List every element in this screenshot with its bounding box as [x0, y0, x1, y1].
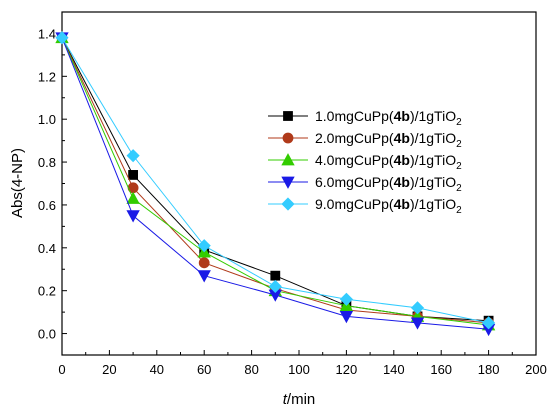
x-tick-label: 120 — [336, 362, 358, 377]
legend-label-prefix: 1.0mgCuPp( — [315, 108, 394, 124]
data-point — [482, 316, 496, 330]
legend-label: 6.0mgCuPp(4b)/1gTiO2 — [315, 174, 462, 194]
data-point — [197, 270, 211, 283]
legend-label-middle: )/1gTiO — [410, 152, 456, 168]
y-tick-label: 0.6 — [38, 198, 56, 213]
x-tick-label: 40 — [150, 362, 164, 377]
data-point — [198, 257, 210, 269]
series-4 — [55, 32, 496, 337]
y-tick-label: 1.2 — [38, 69, 56, 84]
x-axis-title-unit: /min — [287, 391, 315, 408]
x-tick-label: 180 — [478, 362, 500, 377]
data-point — [410, 317, 425, 330]
legend-entry: 9.0mgCuPp(4b)/1gTiO2 — [268, 196, 462, 216]
legend-entry: 6.0mgCuPp(4b)/1gTiO2 — [268, 174, 462, 194]
legend-marker — [281, 153, 295, 166]
y-tick-label: 1.4 — [38, 26, 56, 41]
data-point — [339, 292, 353, 306]
legend-label-prefix: 4.0mgCuPp( — [315, 152, 394, 168]
legend-label-middle: )/1gTiO — [410, 196, 456, 212]
legend-label: 9.0mgCuPp(4b)/1gTiO2 — [315, 196, 462, 216]
data-point — [410, 301, 425, 315]
x-tick-label: 0 — [58, 362, 65, 377]
x-tick-label: 60 — [197, 362, 211, 377]
legend-label-bold: 4b — [394, 196, 410, 212]
x-tick-label: 100 — [288, 362, 310, 377]
x-tick-label: 80 — [244, 362, 258, 377]
legend-marker — [281, 176, 295, 189]
legend-label-subscript: 2 — [456, 117, 462, 128]
y-axis: 0.0 0.2 0.4 0.6 0.8 1.0 1.2 1.4 — [38, 11, 67, 342]
legend-marker — [281, 197, 295, 211]
y-tick-label: 0.8 — [38, 155, 56, 170]
x-axis-title: t/min — [283, 391, 316, 408]
y-axis-title: Abs(4-NP) — [9, 148, 26, 218]
legend-entry: 4.0mgCuPp(4b)/1gTiO2 — [268, 152, 462, 172]
x-axis-title-italic: t — [283, 391, 288, 408]
x-tick-label: 200 — [525, 362, 547, 377]
data-point — [126, 149, 140, 163]
data-point — [268, 279, 282, 293]
legend-label: 1.0mgCuPp(4b)/1gTiO2 — [315, 108, 462, 128]
legend-label-bold: 4b — [394, 152, 410, 168]
legend-label-prefix: 2.0mgCuPp( — [315, 130, 394, 146]
legend-label-middle: )/1gTiO — [410, 130, 456, 146]
legend-label-subscript: 2 — [456, 161, 462, 172]
data-point — [128, 170, 139, 180]
legend-label-subscript: 2 — [456, 183, 462, 194]
series-layer — [55, 30, 496, 337]
legend-label-subscript: 2 — [456, 139, 462, 150]
legend-label: 2.0mgCuPp(4b)/1gTiO2 — [315, 130, 462, 150]
legend-entry: 2.0mgCuPp(4b)/1gTiO2 — [268, 130, 462, 150]
legend-label-prefix: 6.0mgCuPp( — [315, 174, 394, 190]
legend-entry: 1.0mgCuPp(4b)/1gTiO2 — [268, 108, 462, 128]
x-tick-label: 20 — [102, 362, 116, 377]
data-point — [126, 191, 140, 204]
y-tick-label: 0.2 — [38, 284, 56, 299]
x-tick-label: 160 — [430, 362, 452, 377]
legend-marker — [282, 132, 294, 144]
y-tick-label: 0.0 — [38, 327, 56, 342]
legend-marker — [283, 111, 293, 121]
legend-label-middle: )/1gTiO — [410, 174, 456, 190]
legend-label-prefix: 9.0mgCuPp( — [315, 196, 394, 212]
data-point — [55, 31, 69, 45]
x-tick-label: 140 — [383, 362, 405, 377]
x-axis: 0 20 40 60 80 100 120 140 160 180 200 — [58, 350, 547, 377]
legend-label-middle: )/1gTiO — [410, 108, 456, 124]
legend-label-bold: 4b — [394, 174, 410, 190]
data-point — [339, 311, 354, 324]
legend: 1.0mgCuPp(4b)/1gTiO22.0mgCuPp(4b)/1gTiO2… — [268, 108, 462, 216]
legend-label-bold: 4b — [394, 108, 410, 124]
data-point — [270, 270, 281, 281]
y-tick-label: 1.0 — [38, 112, 56, 127]
legend-label: 4.0mgCuPp(4b)/1gTiO2 — [315, 152, 462, 172]
series-5 — [55, 31, 496, 330]
legend-label-bold: 4b — [394, 130, 410, 146]
legend-label-subscript: 2 — [456, 205, 462, 216]
data-point — [126, 210, 140, 223]
y-tick-label: 0.4 — [38, 241, 56, 256]
data-point — [197, 239, 211, 253]
